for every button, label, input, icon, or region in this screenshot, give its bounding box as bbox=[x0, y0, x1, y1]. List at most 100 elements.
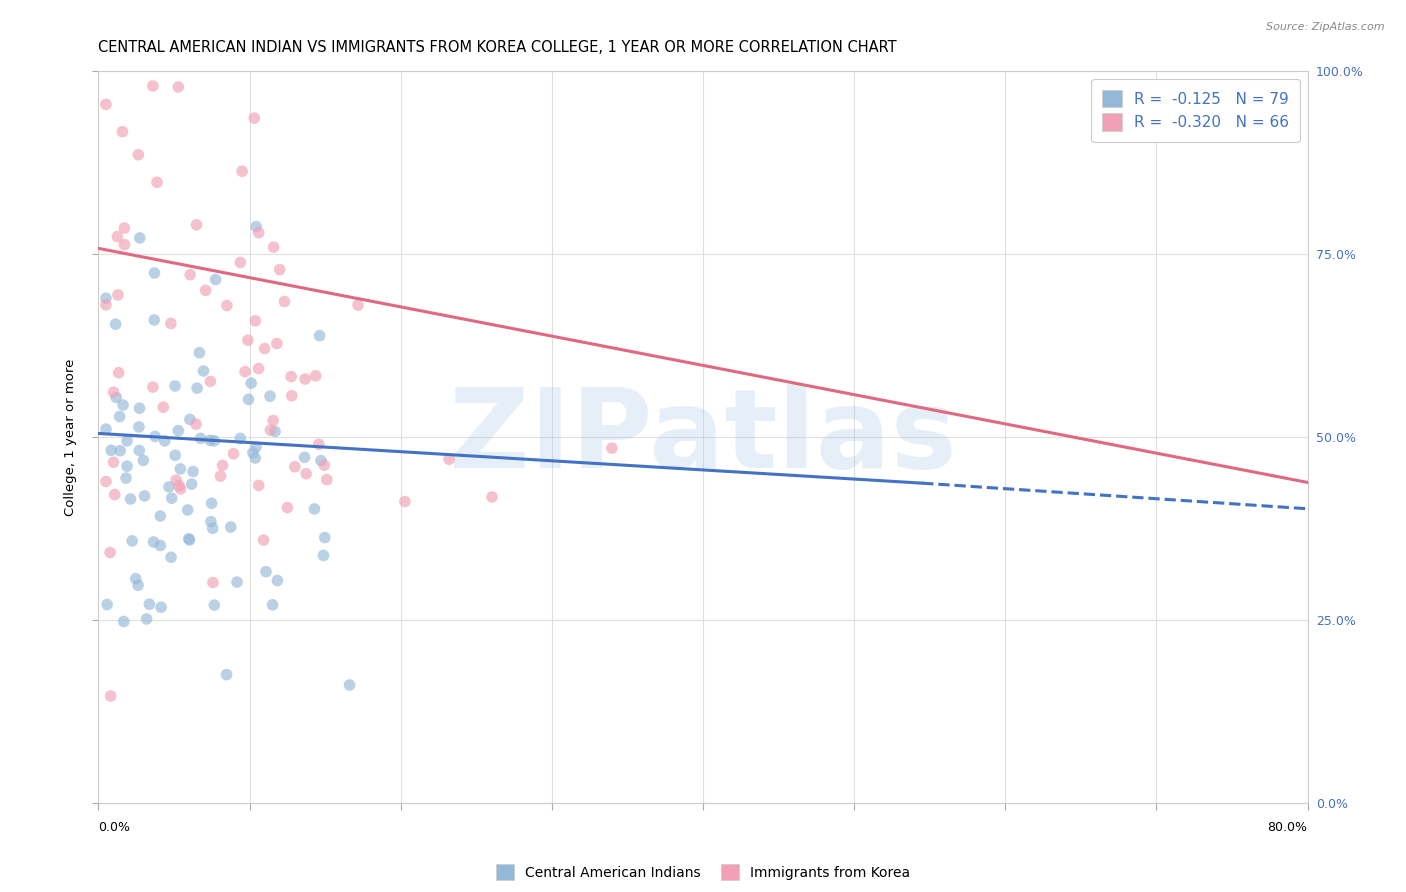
Point bbox=[204, 272, 226, 286]
Point bbox=[181, 465, 204, 479]
Point bbox=[142, 380, 165, 394]
Point bbox=[222, 447, 245, 461]
Point bbox=[111, 125, 134, 139]
Point bbox=[167, 479, 190, 493]
Point bbox=[259, 423, 281, 437]
Point bbox=[184, 417, 207, 432]
Point bbox=[308, 437, 330, 451]
Point bbox=[315, 473, 337, 487]
Point bbox=[105, 391, 128, 405]
Point bbox=[160, 550, 183, 565]
Point bbox=[98, 545, 121, 559]
Point bbox=[179, 268, 201, 282]
Point bbox=[269, 262, 291, 277]
Point bbox=[202, 434, 225, 448]
Point bbox=[150, 600, 173, 615]
Point bbox=[135, 612, 157, 626]
Point bbox=[100, 443, 122, 458]
Point bbox=[253, 342, 276, 356]
Point bbox=[394, 494, 416, 508]
Point bbox=[314, 458, 336, 473]
Point bbox=[107, 288, 129, 302]
Point bbox=[266, 336, 288, 351]
Point bbox=[176, 503, 198, 517]
Text: CENTRAL AMERICAN INDIAN VS IMMIGRANTS FROM KOREA COLLEGE, 1 YEAR OR MORE CORRELA: CENTRAL AMERICAN INDIAN VS IMMIGRANTS FR… bbox=[98, 40, 897, 55]
Point bbox=[202, 598, 225, 612]
Point bbox=[188, 345, 211, 359]
Point bbox=[193, 364, 215, 378]
Point bbox=[153, 434, 176, 448]
Point bbox=[160, 317, 183, 331]
Point bbox=[219, 520, 242, 534]
Point bbox=[194, 283, 217, 297]
Point bbox=[245, 450, 267, 465]
Point bbox=[229, 431, 252, 445]
Point bbox=[247, 226, 270, 240]
Point bbox=[157, 480, 180, 494]
Point bbox=[103, 455, 125, 469]
Point bbox=[245, 219, 267, 234]
Point bbox=[233, 365, 256, 379]
Point bbox=[107, 366, 129, 380]
Point bbox=[186, 381, 208, 395]
Point bbox=[94, 291, 117, 305]
Point bbox=[201, 575, 224, 590]
Point bbox=[247, 361, 270, 376]
Point bbox=[115, 434, 138, 448]
Point bbox=[294, 450, 316, 465]
Point bbox=[179, 533, 201, 547]
Y-axis label: College, 1 year or more: College, 1 year or more bbox=[63, 359, 77, 516]
Text: 0.0%: 0.0% bbox=[98, 822, 131, 834]
Point bbox=[198, 434, 221, 448]
Point bbox=[94, 422, 117, 436]
Point bbox=[120, 491, 142, 506]
Point bbox=[314, 531, 336, 545]
Point bbox=[167, 80, 190, 95]
Point bbox=[115, 471, 138, 485]
Point bbox=[112, 221, 135, 235]
Point bbox=[238, 392, 260, 407]
Point bbox=[165, 448, 187, 462]
Point bbox=[112, 615, 135, 629]
Point bbox=[280, 389, 302, 403]
Point bbox=[215, 299, 238, 313]
Point bbox=[103, 385, 125, 400]
Point bbox=[263, 240, 285, 254]
Point bbox=[201, 521, 224, 535]
Point bbox=[115, 459, 138, 474]
Point bbox=[200, 496, 222, 510]
Point bbox=[105, 229, 128, 244]
Point bbox=[180, 477, 202, 491]
Point bbox=[128, 401, 150, 416]
Point bbox=[190, 431, 212, 445]
Point bbox=[104, 487, 127, 501]
Point bbox=[304, 502, 326, 516]
Point bbox=[104, 317, 127, 331]
Point bbox=[179, 412, 201, 426]
Point bbox=[177, 532, 200, 546]
Point bbox=[305, 368, 328, 383]
Point bbox=[142, 78, 165, 93]
Point bbox=[128, 443, 150, 458]
Point bbox=[231, 164, 253, 178]
Point bbox=[138, 597, 160, 611]
Point bbox=[339, 678, 361, 692]
Point bbox=[243, 111, 266, 125]
Point bbox=[308, 328, 330, 343]
Point bbox=[247, 478, 270, 492]
Point bbox=[146, 175, 169, 189]
Point bbox=[96, 598, 118, 612]
Point bbox=[186, 218, 208, 232]
Point bbox=[169, 482, 191, 496]
Point bbox=[266, 574, 288, 588]
Point bbox=[262, 414, 284, 428]
Text: Source: ZipAtlas.com: Source: ZipAtlas.com bbox=[1267, 22, 1385, 32]
Point bbox=[200, 515, 222, 529]
Point bbox=[127, 578, 149, 592]
Point bbox=[152, 401, 174, 415]
Point bbox=[149, 539, 172, 553]
Point bbox=[143, 313, 166, 327]
Point bbox=[437, 452, 460, 467]
Text: ZIPatlas: ZIPatlas bbox=[449, 384, 957, 491]
Point bbox=[127, 147, 149, 161]
